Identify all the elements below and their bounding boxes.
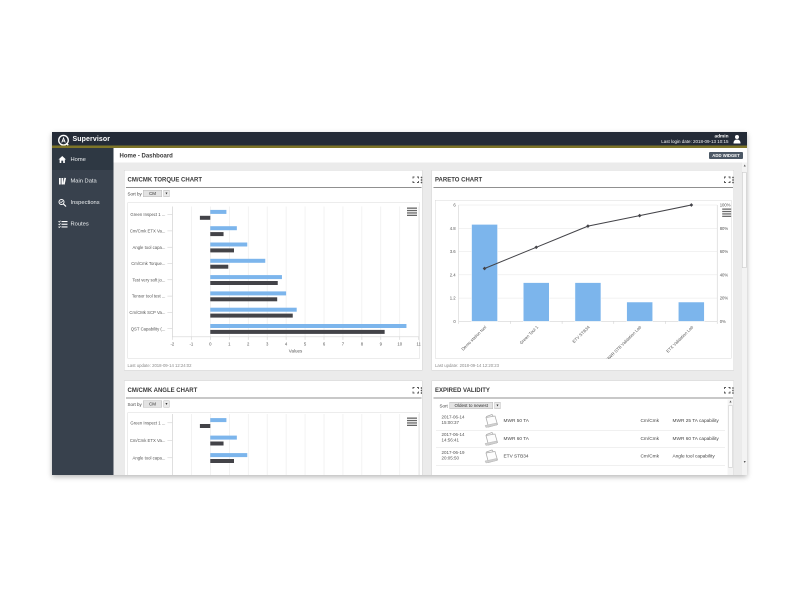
svg-text:Green Inspect 1 ...: Green Inspect 1 ... <box>130 212 165 217</box>
svg-text:0: 0 <box>209 342 212 347</box>
svg-text:-2: -2 <box>171 342 175 347</box>
svg-text:8: 8 <box>361 342 364 347</box>
svg-text:100%: 100% <box>720 203 731 208</box>
svg-text:5: 5 <box>304 342 307 347</box>
svg-text:Angle tool capa...: Angle tool capa... <box>133 455 166 460</box>
svg-text:0: 0 <box>453 319 456 324</box>
svg-text:4: 4 <box>285 342 288 347</box>
svg-text:ETV STB34: ETV STB34 <box>571 324 591 344</box>
svg-text:1.2: 1.2 <box>450 296 457 301</box>
svg-text:11: 11 <box>417 342 421 347</box>
svg-text:Tensor tool test ...: Tensor tool test ... <box>132 294 166 299</box>
svg-text:ETX Validation Lab: ETX Validation Lab <box>665 324 694 353</box>
svg-text:3.6: 3.6 <box>450 249 457 254</box>
svg-text:7: 7 <box>342 342 345 347</box>
svg-text:Cm/Cmk ETX Va...: Cm/Cmk ETX Va... <box>130 229 166 234</box>
svg-text:Cm/Cmk Torque...: Cm/Cmk Torque... <box>131 261 165 266</box>
svg-text:3: 3 <box>266 342 269 347</box>
svg-text:Green Inspect 1 ...: Green Inspect 1 ... <box>130 420 165 425</box>
svg-text:MWR STB Validation Lab: MWR STB Validation Lab <box>605 324 643 359</box>
svg-text:2.4: 2.4 <box>450 272 457 277</box>
svg-text:4.8: 4.8 <box>450 226 457 231</box>
svg-text:10: 10 <box>397 342 402 347</box>
svg-text:-1: -1 <box>189 342 193 347</box>
svg-text:9: 9 <box>380 342 383 347</box>
svg-text:Demo station tool: Demo station tool <box>460 325 487 352</box>
svg-text:0%: 0% <box>720 319 726 324</box>
svg-text:Values: Values <box>289 349 303 354</box>
svg-text:QST Capability (...: QST Capability (... <box>131 326 166 331</box>
svg-text:Cm/CMk SCP Va...: Cm/CMk SCP Va... <box>129 310 165 315</box>
svg-text:80%: 80% <box>720 226 729 231</box>
svg-text:Green Tool 1: Green Tool 1 <box>519 324 540 345</box>
svg-text:20%: 20% <box>720 296 729 301</box>
svg-text:Angle tool capa...: Angle tool capa... <box>133 245 166 250</box>
svg-text:40%: 40% <box>720 272 729 277</box>
svg-text:60%: 60% <box>720 249 729 254</box>
svg-text:2: 2 <box>247 342 250 347</box>
svg-text:6: 6 <box>323 342 326 347</box>
svg-text:Test very soft jo...: Test very soft jo... <box>132 277 165 282</box>
svg-text:1: 1 <box>228 342 231 347</box>
svg-text:Cm/Cmk ETX Va...: Cm/Cmk ETX Va... <box>130 438 166 443</box>
svg-text:6: 6 <box>453 203 456 208</box>
